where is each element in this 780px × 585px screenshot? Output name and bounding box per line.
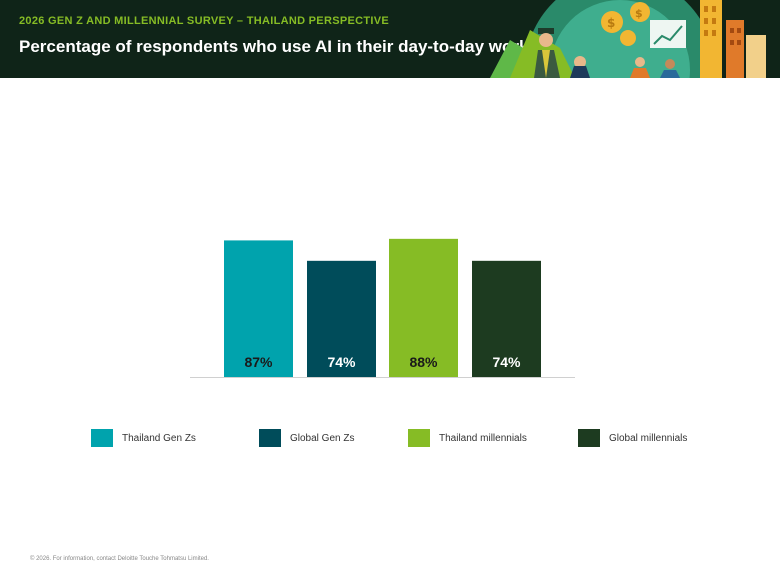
svg-text:$: $ — [607, 16, 615, 30]
legend-label: Thailand Gen Zs — [122, 432, 196, 444]
page-title: Percentage of respondents who use AI in … — [19, 37, 529, 56]
bar-global-millennials — [472, 260, 541, 377]
legend-item: Thailand Gen Zs — [91, 428, 196, 448]
legend-swatch — [259, 429, 281, 447]
legend-label: Global Gen Zs — [290, 432, 355, 444]
bar-value-label: 88% — [409, 354, 438, 370]
bars-layer: 87% 74% 88% 74% — [224, 238, 541, 377]
bar-thailand-gen-zs — [224, 240, 293, 377]
legend-item: Thailand millennials — [408, 428, 527, 448]
bar-global-gen-zs — [307, 260, 376, 377]
header-illustration: $ $ — [490, 0, 766, 78]
legend-item: Global Gen Zs — [259, 428, 354, 448]
bar-value-label: 87% — [244, 354, 273, 370]
bar-value-label: 74% — [492, 354, 521, 370]
bar-chart: 87% 74% 88% 74% — [190, 238, 575, 378]
legend-swatch — [408, 429, 430, 447]
legend-swatch — [91, 429, 113, 447]
header-banner: 2026 GEN Z AND MILLENNIAL SURVEY – THAIL… — [0, 0, 780, 78]
chart-legend: Thailand Gen Zs Global Gen Zs Thailand mil… — [0, 424, 780, 454]
bar-thailand-millennials — [389, 238, 458, 377]
legend-label: Thailand millennials — [439, 432, 527, 444]
legend-label: Global millennials — [609, 432, 688, 444]
survey-kicker: 2026 GEN Z AND MILLENNIAL SURVEY – THAIL… — [19, 15, 389, 27]
bar-value-label: 74% — [327, 354, 356, 370]
legend-item: Global millennials — [578, 428, 687, 448]
footer-copyright: © 2026. For information, contact Deloitt… — [30, 556, 209, 562]
legend-swatch — [578, 429, 600, 447]
svg-text:$: $ — [635, 7, 643, 20]
